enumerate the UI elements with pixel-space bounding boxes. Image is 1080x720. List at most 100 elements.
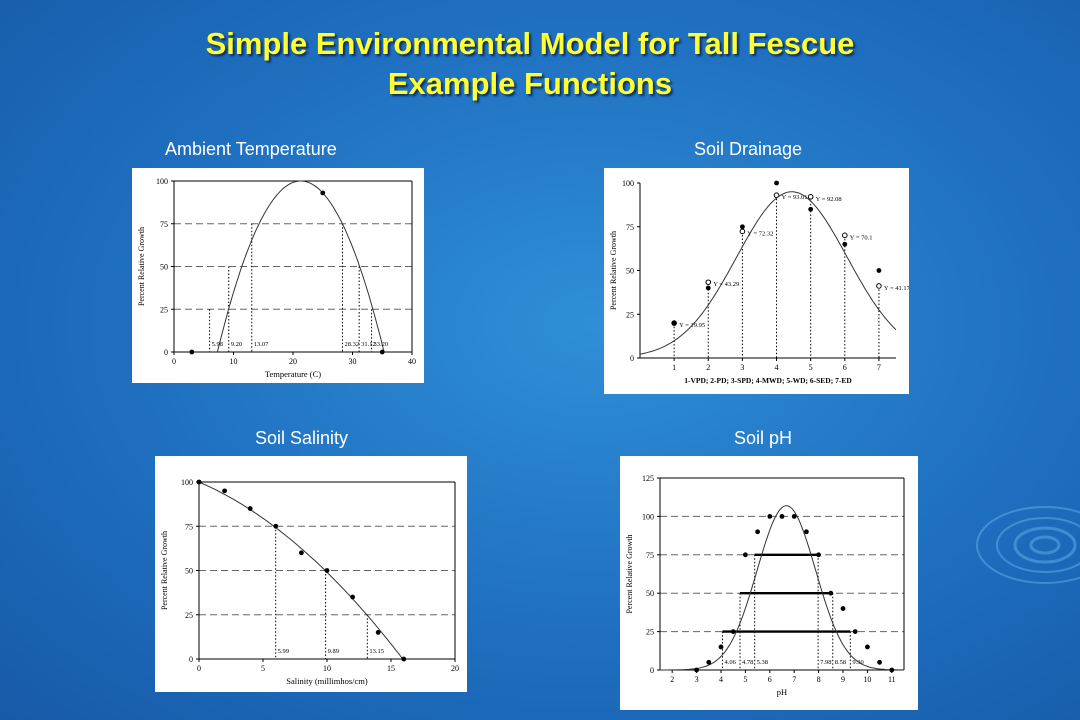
data-point-ph-9	[804, 529, 809, 535]
x-tick-label-temp-4: 40	[408, 357, 416, 366]
x-tick-label-ph-0: 2	[670, 675, 674, 684]
data-point-drain-1	[705, 285, 711, 291]
x-tick-label-drain-5: 6	[843, 363, 847, 372]
slide-title-line1: Simple Environmental Model for Tall Fesc…	[205, 26, 855, 61]
y-tick-label-ph-4: 100	[642, 512, 654, 521]
data-point-ph-5	[755, 529, 760, 535]
data-point-drain-2	[740, 224, 745, 230]
x-axis-title-drain: 1-VPD; 2-PD; 3-SPD; 4-MWD; 5-WD; 6-SED; …	[684, 376, 852, 385]
chart-salinity: 0 5 10 15 20 0 25 50 75 100 Salinity (millimhos/cm…	[155, 456, 467, 692]
fitted-label-drain-2: Y = 72.32	[747, 230, 773, 237]
x-tick-label-ph-4: 6	[768, 675, 772, 684]
data-point-ph-6	[767, 514, 773, 519]
fitted-label-drain-1: Y = 43.29	[713, 281, 739, 288]
y-tick-label-drain-1: 25	[626, 310, 634, 319]
y-tick-label-sal-2: 50	[185, 567, 193, 576]
y-tick-label-sal-3: 75	[185, 522, 193, 531]
x-tick-label-ph-3: 5	[743, 675, 747, 684]
y-tick-label-temp-1: 25	[160, 305, 168, 314]
panel-label-salinity: Soil Salinity	[255, 428, 349, 448]
x-tick-label-drain-4: 5	[809, 363, 813, 372]
fitted-curve-ph	[660, 505, 904, 671]
y-tick-label-ph-0: 0	[650, 666, 654, 675]
data-point-ph-10	[816, 552, 821, 558]
x-tick-label-drain-0: 1	[672, 363, 676, 372]
y-tick-label-ph-1: 25	[646, 628, 654, 637]
data-point-sal-2	[247, 506, 253, 511]
fitted-label-drain-4: Y = 92.08	[816, 196, 842, 203]
y-axis-title-ph: Percent Relative Growth	[625, 534, 634, 613]
y-tick-label-sal-1: 25	[185, 611, 193, 620]
data-point-ph-2	[718, 644, 724, 650]
panel-label-drainage: Soil Drainage	[694, 139, 803, 159]
annotation-ph-5: 9.30	[852, 659, 863, 666]
fitted-point-drain-4	[807, 194, 814, 200]
chart-drainage: 1 2 3 4 5 6 7 0 25 50 75 100 1-VPD; 2-PD; 3-SPD; 4-M…	[604, 168, 909, 394]
x-tick-label-sal-3: 15	[387, 664, 395, 673]
data-point-sal-4	[299, 550, 304, 556]
x-tick-label-sal-0: 0	[197, 664, 201, 673]
panel-label-ph: Soil pH	[734, 428, 793, 448]
annotation-ph-0: 4.06	[724, 659, 736, 666]
fitted-label-drain-5: Y = 70.1	[850, 234, 873, 241]
chart-drainage-svg: 1 2 3 4 5 6 7 0 25 50 75 100 1-VPD; 2-PD; 3-SPD; 4-M…	[609, 179, 909, 385]
x-axis-title-ph: pH	[777, 687, 787, 697]
data-point-sal-6	[350, 594, 355, 600]
fitted-point-drain-6	[876, 283, 882, 289]
y-axis-title-temp: Percent Relative Growth	[137, 227, 146, 306]
y-tick-label-drain-0: 0	[630, 354, 634, 363]
y-tick-label-ph-2: 50	[646, 589, 654, 598]
panel-label-temperature: Ambient Temperature	[165, 139, 337, 159]
y-tick-label-drain-4: 100	[622, 179, 634, 188]
data-point-ph-7	[779, 514, 785, 519]
data-point-ph-13	[852, 629, 858, 634]
y-axis-title-sal: Percent Relative Growth	[160, 531, 169, 610]
fitted-curve-drain	[639, 191, 897, 355]
x-tick-label-ph-1: 3	[695, 675, 699, 684]
x-tick-label-drain-1: 2	[706, 363, 710, 372]
data-point-ph-16	[889, 667, 895, 673]
annotation-ph-3: 7.98	[820, 659, 831, 666]
chart-salinity-svg: 0 5 10 15 20 0 25 50 75 100 Salinity (millimhos/cm…	[160, 478, 459, 686]
data-point-ph-3	[730, 629, 736, 634]
y-tick-label-temp-2: 50	[160, 263, 168, 272]
x-tick-label-ph-2: 4	[719, 675, 723, 684]
y-tick-label-temp-3: 75	[160, 220, 168, 229]
data-point-drain-0	[671, 320, 677, 326]
annotation-sal-0: 5.99	[278, 648, 289, 655]
x-tick-label-drain-2: 3	[740, 363, 744, 372]
annotation-temp-5: 33.20	[374, 341, 389, 348]
x-tick-label-ph-7: 9	[841, 675, 845, 684]
annotation-ph-4: 8.58	[835, 659, 846, 666]
data-point-sal-8	[401, 656, 407, 662]
annotation-temp-4: 31.12	[361, 341, 376, 348]
y-tick-label-ph-3: 75	[646, 551, 654, 560]
x-tick-label-ph-8: 10	[863, 675, 871, 684]
x-axis-title-sal: Salinity (millimhos/cm)	[286, 676, 368, 686]
chart-ph: 2 3 4 5 6 7 8 9 10 11 0 25 50 75 100 125 pH Percent Relat…	[620, 456, 918, 710]
data-point-ph-14	[865, 644, 870, 650]
annotation-ph-1: 4.78	[742, 659, 753, 666]
data-point-drain-6	[876, 268, 882, 273]
data-point-drain-5	[842, 241, 848, 247]
x-tick-label-sal-2: 10	[323, 664, 331, 673]
annotation-ph-2: 5.38	[757, 659, 768, 666]
annotation-sal-1: 9.89	[328, 648, 339, 655]
x-tick-label-temp-0: 0	[172, 357, 176, 366]
x-tick-label-temp-1: 10	[230, 357, 238, 366]
annotation-sal-2: 13.15	[369, 648, 384, 655]
x-tick-label-ph-9: 11	[888, 675, 896, 684]
data-point-drain-4	[808, 206, 814, 212]
annotation-temp-1: 9.20	[231, 341, 242, 348]
x-tick-label-drain-6: 7	[877, 363, 881, 372]
fitted-curve-temp	[216, 180, 385, 353]
slide-title-line2: Example Functions	[387, 66, 673, 101]
water-ripple-decoration	[976, 506, 1080, 584]
x-tick-label-ph-6: 8	[817, 675, 821, 684]
annotation-temp-3: 28.32	[345, 341, 360, 348]
x-tick-label-ph-5: 7	[792, 675, 796, 684]
data-point-ph-1	[706, 659, 712, 665]
y-axis-title-drain: Percent Relative Growth	[609, 231, 618, 310]
x-tick-label-temp-3: 30	[349, 357, 357, 366]
y-tick-label-sal-0: 0	[189, 655, 193, 664]
